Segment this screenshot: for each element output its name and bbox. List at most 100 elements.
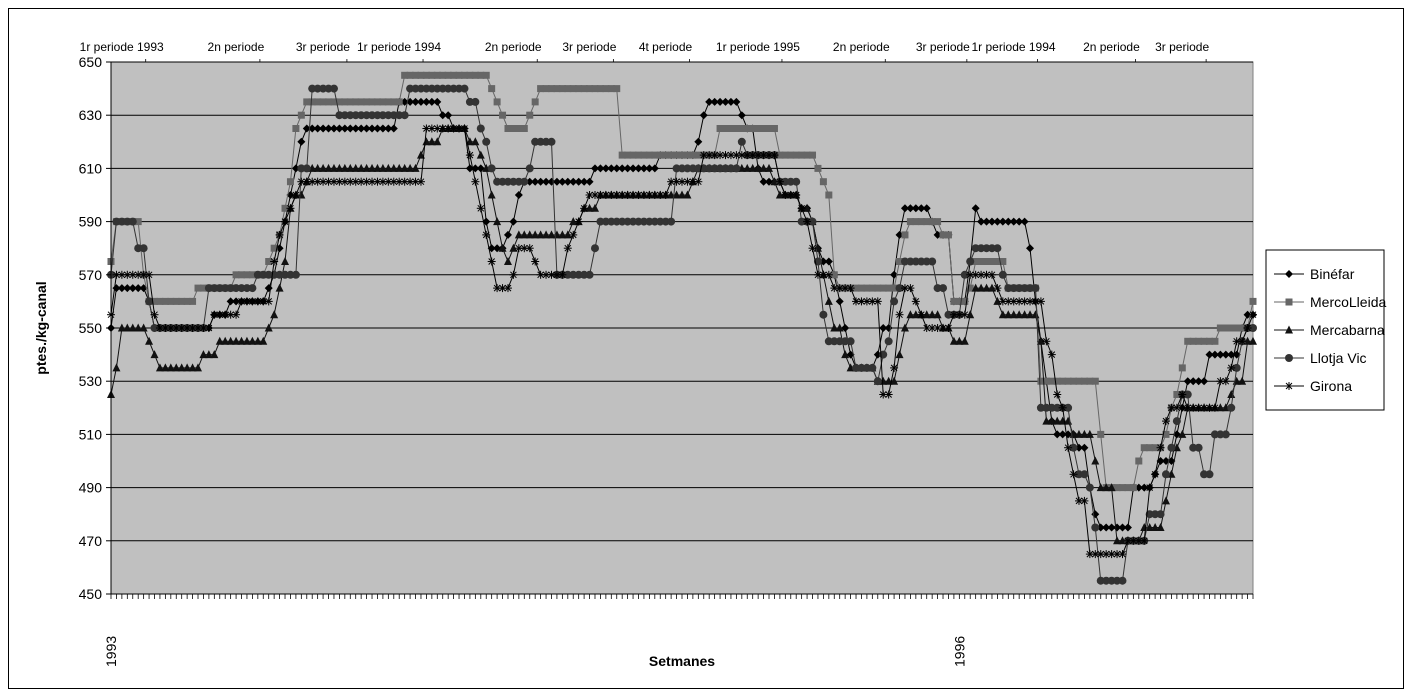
data-point: [1156, 443, 1165, 452]
y-tick-label: 570: [79, 267, 103, 283]
data-point: [873, 377, 882, 386]
data-point: [580, 204, 589, 213]
data-point: [422, 97, 431, 106]
data-point: [476, 164, 485, 173]
data-point: [384, 124, 393, 133]
data-point: [368, 98, 376, 106]
data-point: [574, 217, 583, 226]
data-point: [264, 297, 273, 306]
data-point: [313, 124, 322, 133]
y-tick-label: 490: [79, 480, 103, 496]
data-point: [1178, 390, 1187, 399]
data-point: [493, 244, 502, 253]
data-point: [852, 284, 860, 292]
data-point: [1145, 523, 1154, 531]
data-point: [906, 218, 914, 226]
y-tick-label: 610: [79, 160, 103, 176]
data-point: [1020, 310, 1029, 319]
data-point: [172, 297, 180, 305]
data-point: [1161, 470, 1170, 479]
series-girona: [107, 124, 1257, 559]
data-point: [297, 177, 306, 186]
data-point: [982, 283, 991, 292]
data-point: [1156, 510, 1165, 519]
data-point: [319, 98, 327, 106]
data-point: [1124, 484, 1132, 492]
data-point: [1070, 377, 1078, 385]
data-point: [727, 125, 735, 132]
data-point: [923, 218, 931, 226]
data-point: [455, 71, 463, 79]
data-point: [987, 270, 996, 279]
data-point: [248, 297, 257, 306]
period-label: 1r periode 1995: [716, 40, 800, 54]
data-point: [896, 258, 904, 265]
data-point: [406, 71, 414, 79]
data-point: [824, 257, 833, 266]
data-point: [1091, 456, 1100, 465]
data-point: [890, 284, 898, 292]
data-point: [504, 125, 512, 132]
x-axis-labels: 1993 1996: [103, 636, 967, 667]
data-point: [488, 85, 496, 93]
data-point: [303, 98, 311, 106]
data-point: [1227, 403, 1236, 412]
data-point: [351, 163, 360, 172]
data-point: [1074, 429, 1083, 438]
data-point: [460, 84, 469, 93]
data-point: [1004, 217, 1013, 226]
data-point: [1216, 350, 1225, 359]
data-point: [1200, 337, 1208, 345]
data-point: [156, 297, 164, 305]
data-point: [998, 270, 1007, 279]
data-point: [1172, 417, 1181, 426]
data-point: [1042, 377, 1050, 385]
data-point: [803, 217, 812, 226]
data-point: [194, 284, 202, 292]
data-point: [1210, 350, 1219, 359]
data-point: [922, 204, 931, 213]
period-label: 3r periode: [562, 40, 616, 54]
data-point: [612, 164, 621, 173]
data-point: [499, 111, 507, 119]
data-point: [1080, 429, 1089, 438]
data-point: [167, 297, 175, 305]
data-point: [868, 284, 876, 292]
data-point: [525, 164, 534, 173]
data-point: [1085, 550, 1094, 559]
data-point: [340, 177, 349, 186]
data-point: [471, 137, 480, 146]
data-point: [357, 98, 365, 106]
data-point: [1080, 377, 1088, 385]
data-point: [1080, 496, 1089, 505]
data-point: [993, 217, 1002, 226]
data-point: [1031, 297, 1040, 306]
data-point: [987, 217, 996, 226]
data-point: [401, 71, 409, 79]
data-point: [128, 284, 137, 293]
data-point: [439, 71, 447, 79]
data-point: [514, 191, 523, 199]
data-point: [178, 297, 186, 305]
y-axis: 450 470 490 510 530 550 570 590 610 630 650: [79, 54, 1253, 602]
data-point: [1200, 377, 1209, 386]
data-point: [389, 177, 398, 186]
data-point: [1216, 403, 1225, 412]
data-point: [743, 163, 752, 172]
data-point: [476, 150, 485, 159]
data-point: [971, 283, 980, 292]
data-point: [232, 271, 240, 279]
data-point: [835, 323, 844, 332]
period-label: 1r periode 1993: [80, 40, 164, 54]
data-point: [792, 191, 801, 199]
data-point: [580, 177, 589, 186]
data-point: [1249, 297, 1257, 305]
data-point: [335, 124, 344, 133]
data-point: [503, 230, 512, 239]
data-point: [270, 310, 279, 319]
data-point: [900, 323, 909, 332]
data-point: [596, 191, 605, 199]
data-point: [645, 164, 654, 173]
data-point: [1145, 483, 1154, 492]
